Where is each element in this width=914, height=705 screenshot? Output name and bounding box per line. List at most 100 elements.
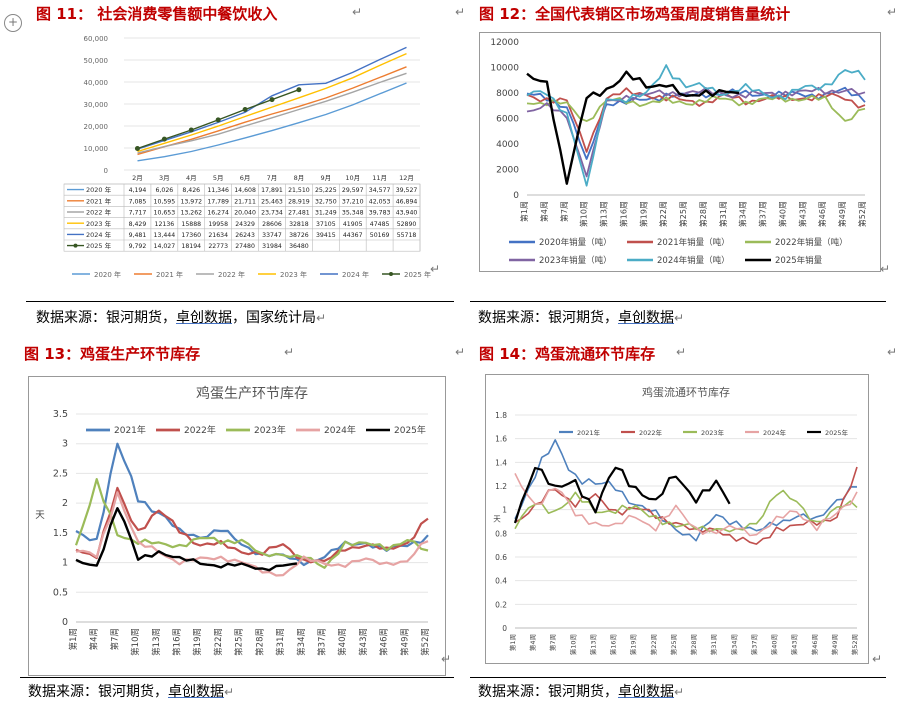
chart-figure-12: 0 2000 4000 6000 8000 10000 12000 第1周 第4周 第7周 第10周… bbox=[479, 32, 881, 272]
return-mark-icon: ↵ bbox=[441, 652, 452, 666]
figure-14-title: 图 14：鸡蛋流通环节库存 bbox=[479, 345, 656, 363]
y-tick-label: 50,000 bbox=[84, 57, 109, 65]
table-col-header: 10月 bbox=[345, 174, 360, 182]
x-tick-label: 第19周 bbox=[638, 201, 648, 227]
table-cell: 47485 bbox=[370, 221, 390, 228]
y-tick-label: 10,000 bbox=[84, 145, 109, 153]
y-tick-label: 12000 bbox=[490, 38, 519, 48]
legend-label: 2025年 bbox=[825, 428, 849, 437]
legend-label: 2025 年 bbox=[404, 270, 431, 279]
y-tick-label: 1 bbox=[502, 506, 507, 515]
table-col-header: 2月 bbox=[132, 174, 143, 182]
table-cell: 12136 bbox=[155, 221, 175, 228]
add-row-icon[interactable]: + bbox=[4, 14, 22, 32]
table-cell: 39415 bbox=[316, 232, 336, 239]
y-tick-label: 0 bbox=[104, 167, 108, 175]
legend-label: 2025年 bbox=[394, 424, 426, 436]
table-row-header: 2023 年 bbox=[86, 219, 112, 228]
figure-13-title: 图 13：鸡蛋生产环节库存 bbox=[24, 345, 201, 363]
source-note-13: 数据来源：银河期货，卓创数据↵ bbox=[28, 684, 235, 700]
return-mark-icon: ↵ bbox=[872, 652, 883, 666]
x-tick-label: 第49周 bbox=[830, 634, 839, 655]
y-tick-label: 60,000 bbox=[84, 35, 109, 43]
y-tick-label: 2.5 bbox=[53, 468, 68, 479]
table-col-header: 9月 bbox=[320, 174, 331, 182]
y-tick-label: 8000 bbox=[496, 89, 519, 99]
table-cell: 38726 bbox=[289, 232, 309, 239]
table-cell: 34,577 bbox=[369, 187, 391, 194]
table-cell: 16,274 bbox=[207, 210, 229, 217]
x-tick-label: 第16周 bbox=[618, 201, 628, 227]
table-col-header: 3月 bbox=[159, 174, 170, 182]
x-tick-label: 第46周 bbox=[810, 634, 819, 655]
table-cell: 17,891 bbox=[261, 187, 283, 194]
y-tick-label: 0 bbox=[62, 617, 68, 628]
table-cell: 17,789 bbox=[207, 198, 229, 205]
y-axis-label: 天 bbox=[35, 510, 45, 521]
table-cell: 28,919 bbox=[288, 198, 310, 205]
legend-label: 2022年 bbox=[184, 424, 216, 436]
y-tick-label: 1.6 bbox=[495, 435, 507, 444]
y-tick-label: 0 bbox=[502, 624, 507, 633]
table-cell: 13,262 bbox=[180, 210, 202, 217]
series-line bbox=[513, 466, 731, 524]
table-cell: 22773 bbox=[208, 243, 228, 250]
legend-label: 2022年销量（吨） bbox=[775, 237, 848, 248]
table-col-header: 5月 bbox=[213, 174, 224, 182]
source-link[interactable]: 卓创数据 bbox=[618, 684, 674, 700]
table-cell: 10,653 bbox=[154, 210, 176, 217]
x-tick-label: 第37周 bbox=[316, 628, 327, 656]
x-tick-label: 第4周 bbox=[528, 634, 537, 651]
table-cell: 36480 bbox=[289, 243, 309, 250]
series-line bbox=[75, 491, 429, 577]
x-tick-label: 第28周 bbox=[698, 201, 708, 227]
source-link[interactable]: 卓创数据 bbox=[176, 310, 232, 326]
y-tick-label: 0.4 bbox=[495, 577, 507, 586]
divider bbox=[470, 301, 886, 302]
table-cell: 24329 bbox=[235, 221, 255, 228]
x-tick-label: 第34周 bbox=[729, 634, 738, 655]
x-tick-label: 第1周 bbox=[68, 628, 79, 650]
table-cell: 28606 bbox=[262, 221, 282, 228]
series-line bbox=[137, 66, 407, 156]
table-cell: 14,608 bbox=[234, 187, 256, 194]
x-tick-label: 第22周 bbox=[649, 634, 658, 655]
series-line bbox=[526, 94, 866, 122]
divider bbox=[470, 677, 886, 678]
series-line bbox=[526, 86, 866, 178]
source-link[interactable]: 卓创数据 bbox=[618, 310, 674, 326]
series-line bbox=[526, 64, 866, 187]
table-cell: 21634 bbox=[208, 232, 228, 239]
table-cell: 32,750 bbox=[315, 198, 337, 205]
series-line bbox=[137, 46, 407, 150]
table-cell: 25,463 bbox=[261, 198, 283, 205]
table-cell: 42,053 bbox=[369, 198, 391, 205]
legend-label: 2023 年 bbox=[280, 270, 307, 279]
x-tick-label: 第46周 bbox=[379, 628, 390, 656]
x-tick-label: 第52周 bbox=[857, 201, 867, 227]
source-link[interactable]: 卓创数据 bbox=[168, 684, 224, 700]
table-cell: 35,348 bbox=[342, 210, 364, 217]
legend-marker bbox=[389, 272, 393, 276]
x-tick-label: 第13周 bbox=[599, 201, 609, 227]
x-tick-label: 第10周 bbox=[579, 201, 589, 227]
chart-frame bbox=[28, 376, 446, 676]
y-tick-label: 0 bbox=[513, 191, 519, 201]
legend-label: 2020年销量（吨） bbox=[539, 237, 612, 248]
table-cell: 20,040 bbox=[234, 210, 256, 217]
data-point bbox=[188, 127, 194, 133]
table-cell: 19958 bbox=[208, 221, 228, 228]
series-line bbox=[137, 82, 407, 162]
x-tick-label: 第25周 bbox=[234, 628, 245, 656]
x-tick-label: 第34周 bbox=[296, 628, 307, 656]
legend-label: 2022 年 bbox=[218, 270, 245, 279]
series-line bbox=[526, 70, 740, 185]
table-cell: 8,429 bbox=[129, 221, 147, 228]
x-tick-label: 第43周 bbox=[797, 201, 807, 227]
table-cell: 14,027 bbox=[154, 243, 176, 250]
legend-label: 2021年销量（吨） bbox=[657, 237, 730, 248]
x-tick-label: 第40周 bbox=[770, 634, 779, 655]
x-tick-label: 第13周 bbox=[151, 628, 162, 656]
series-line bbox=[75, 507, 298, 572]
